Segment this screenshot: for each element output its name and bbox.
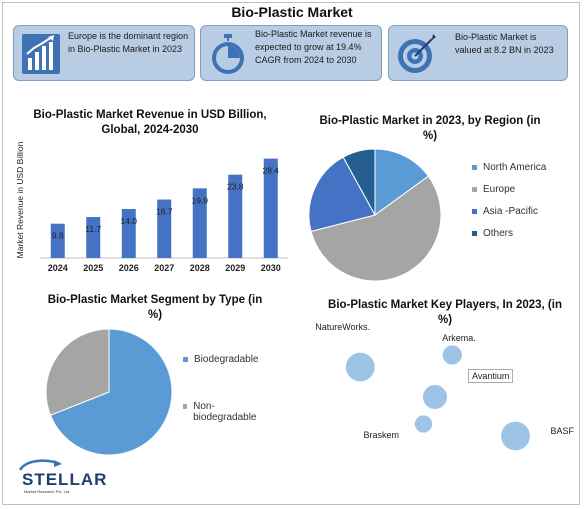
legend-label: Europe [483, 184, 516, 195]
type-pie-title: Bio-Plastic Market Segment by Type (in %… [47, 294, 263, 321]
bar-chart-title: Bio-Plastic Market Revenue in USD Billio… [33, 109, 267, 136]
bar [50, 223, 65, 258]
card-valuation: Bio-Plastic Market is valued at 8.2 BN i… [388, 25, 568, 81]
x-tick-label: 2030 [261, 263, 281, 273]
legend-item-biodegradable: Biodegradable [183, 354, 263, 365]
legend-swatch [472, 165, 477, 170]
stopwatch-icon [207, 32, 249, 76]
target-icon [395, 32, 437, 76]
y-axis-label: Market Revenue in USD Billion [15, 141, 25, 258]
legend-swatch [472, 231, 477, 236]
company-logo: STELLAR Market Research Pvt. Ltd. [16, 456, 116, 496]
legend-item-north-america: North America [472, 162, 572, 173]
key-players-chart [345, 345, 530, 451]
card-text: Bio-Plastic Market revenue is expected t… [255, 29, 372, 65]
bar-value-label: 16.7 [156, 207, 173, 217]
bar [157, 199, 172, 258]
key-player-label: Arkema. [442, 333, 476, 343]
legend-swatch [183, 357, 188, 362]
pie-slice-north-america [374, 148, 430, 216]
legend-item-others: Others [472, 228, 572, 239]
x-tick-label: 2024 [48, 263, 68, 273]
page-title: Bio-Plastic Market [231, 4, 353, 20]
bubble-arkema [442, 345, 462, 365]
legend-item-asia-pacific: Asia -Pacific [472, 206, 572, 217]
card-dominant-region: Europe is the dominant region in Bio-Pla… [13, 25, 195, 81]
key-player-label: Avantium [468, 369, 514, 383]
key-player-label: Braskem [363, 430, 400, 440]
card-cagr: Bio-Plastic Market revenue is expected t… [200, 25, 382, 81]
bar [263, 158, 278, 258]
legend-label: Others [483, 228, 514, 239]
card-text: Europe is the dominant region in Bio-Pla… [68, 31, 189, 54]
bubble-avantium [423, 385, 447, 409]
bar-value-label: 19.9 [191, 195, 208, 205]
stellar-logo-icon: STELLAR Market Research Pvt. Ltd. [18, 459, 107, 494]
legend-swatch [183, 404, 188, 409]
type-pie-chart [45, 328, 173, 456]
bar [121, 209, 136, 258]
bubble-braskem [414, 415, 433, 433]
bar-growth-icon [20, 32, 62, 76]
bar [86, 217, 101, 258]
pie-slice-non-biodegradable [45, 328, 110, 416]
legend-label: Asia -Pacific [483, 206, 539, 217]
bar-value-label: 28.4 [262, 166, 279, 176]
legend-item-europe: Europe [472, 184, 572, 195]
key-players-title: Bio-Plastic Market Key Players, In 2023,… [328, 299, 562, 326]
region-pie-chart [308, 148, 442, 282]
region-pie-title: Bio-Plastic Market in 2023, by Region (i… [319, 115, 541, 142]
legend-swatch [472, 209, 477, 214]
bar-value-label: 23.8 [227, 182, 244, 192]
card-text: Bio-Plastic Market is valued at 8.2 BN i… [455, 32, 554, 55]
bar-value-label: 14.0 [120, 216, 137, 226]
bubble-basf [501, 421, 530, 451]
legend-label: North America [483, 162, 547, 173]
legend-label: Non-biodegradable [193, 401, 257, 423]
svg-text:STELLAR: STELLAR [22, 470, 107, 489]
bubble-natureworks [345, 352, 375, 382]
bar [228, 174, 243, 258]
bar [192, 188, 207, 258]
x-tick-label: 2027 [154, 263, 174, 273]
bar-chart: Market Revenue in USD Billion 9.8 2024 11.7… [15, 141, 289, 273]
pie-slice-biodegradable [49, 328, 173, 456]
legend-label: Biodegradable [194, 354, 259, 365]
pie-slice-asia-pacific [308, 156, 376, 233]
x-tick-label: 2028 [190, 263, 210, 273]
legend-swatch [472, 187, 477, 192]
pie-slice-europe [310, 175, 442, 282]
bar-value-label: 9.8 [52, 231, 64, 241]
x-tick-label: 2025 [83, 263, 103, 273]
key-player-label: BASF [550, 426, 575, 436]
x-tick-label: 2026 [119, 263, 139, 273]
pie-slice-others [342, 148, 376, 216]
key-player-label: NatureWorks. [315, 322, 371, 332]
bar-value-label: 11.7 [85, 224, 101, 234]
svg-text:Market Research Pvt. Ltd.: Market Research Pvt. Ltd. [24, 489, 70, 494]
x-tick-label: 2029 [225, 263, 245, 273]
legend-item-non-biodegradable: Non-biodegradable [183, 401, 263, 423]
